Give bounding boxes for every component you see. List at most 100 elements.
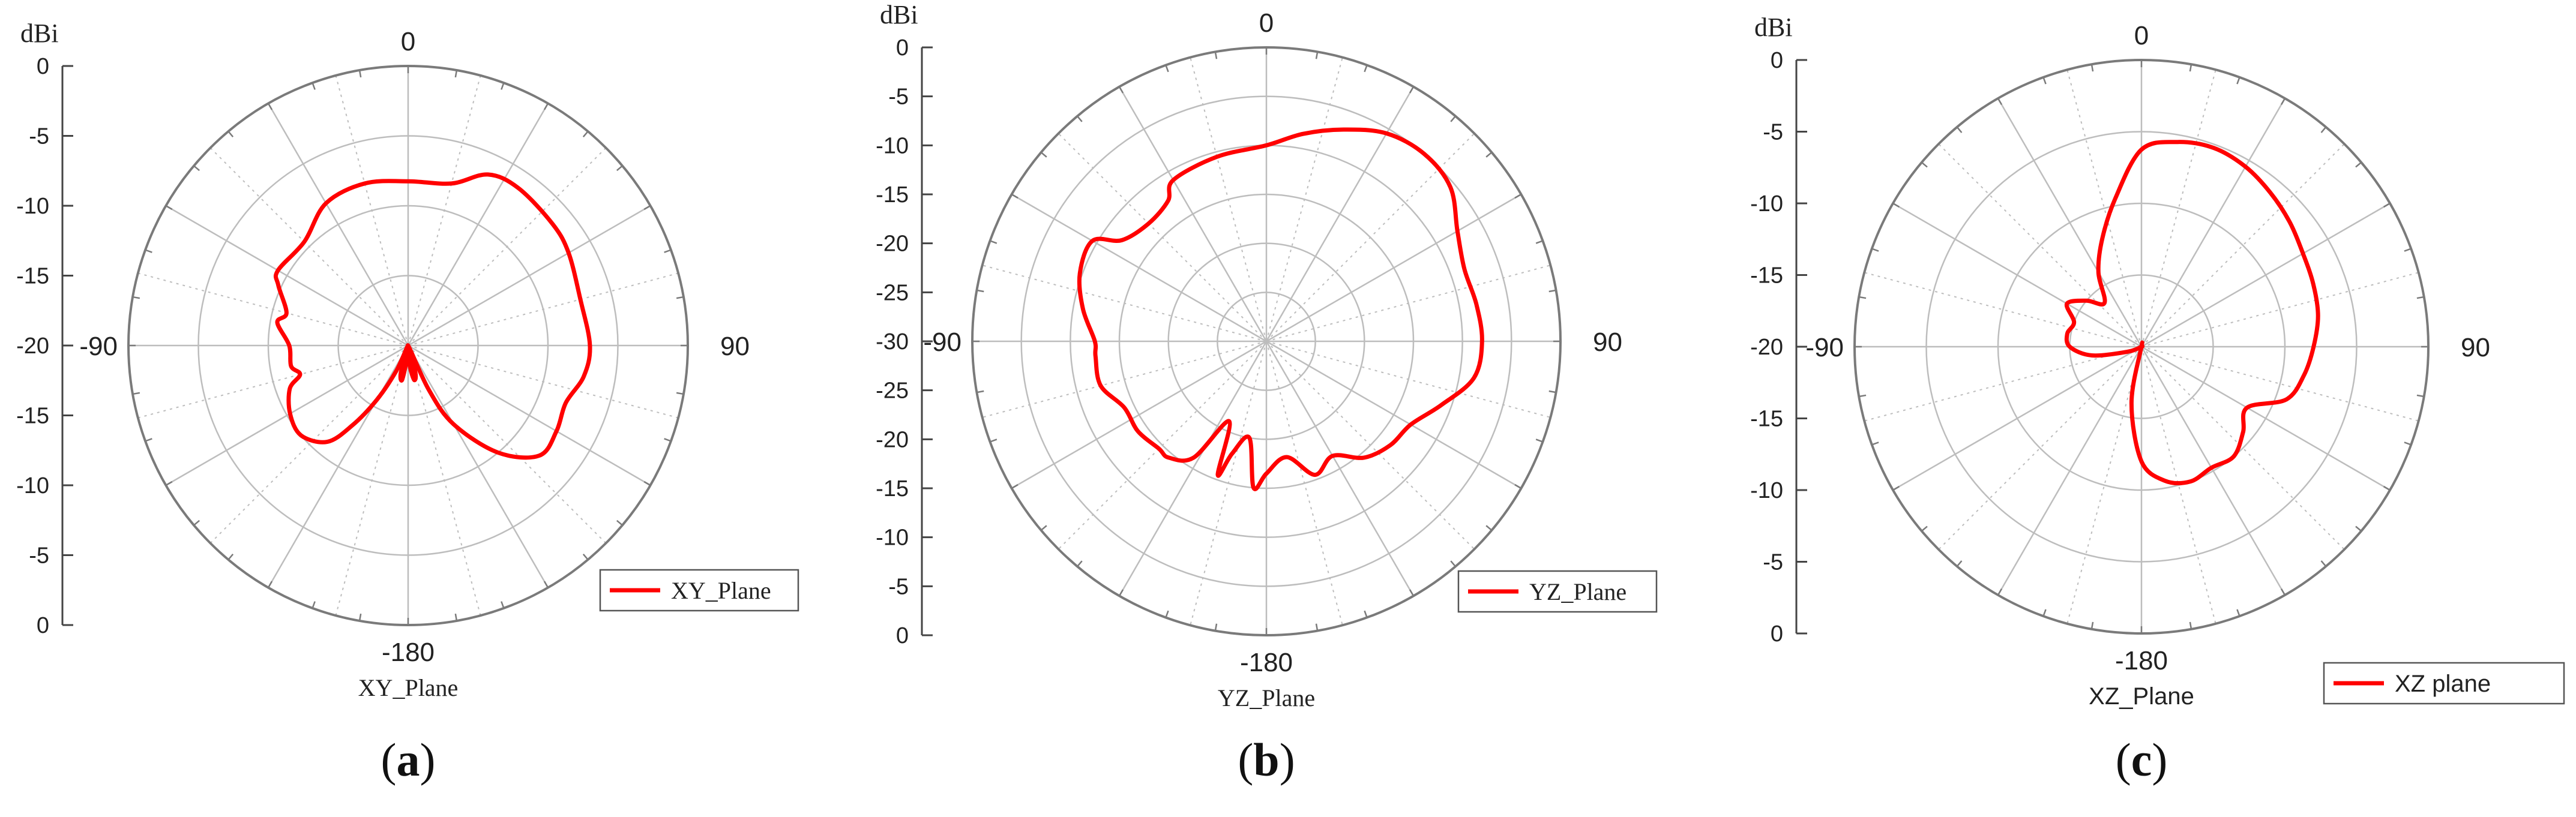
angle-tick	[1892, 485, 1900, 491]
minor-spoke	[2141, 70, 2216, 347]
angle-tick	[2416, 296, 2424, 299]
angle-tick	[977, 390, 984, 394]
angle-tick	[1165, 65, 1169, 73]
radial-tick-label: -15	[16, 264, 49, 289]
panel-label: (a)	[381, 734, 436, 786]
angle-tick	[990, 240, 998, 244]
angle-tick	[2416, 394, 2424, 398]
minor-spoke	[2141, 346, 2345, 550]
angle-tick	[454, 613, 458, 621]
radial-tick-label: -5	[888, 85, 909, 110]
angle-tick	[1956, 560, 1963, 567]
angle-tick	[1450, 115, 1456, 122]
series-line-YZ_Plane	[1077, 127, 1484, 491]
angle-tick	[2280, 588, 2286, 596]
series-line-XZ plane	[2064, 140, 2320, 486]
angle-tick	[1077, 115, 1083, 122]
angle-tick	[2042, 609, 2047, 617]
radial-tick-label: -10	[16, 473, 49, 498]
angle-tick	[1040, 525, 1047, 531]
minor-spoke	[2141, 346, 2216, 624]
radial-tick-label: -10	[1750, 478, 1783, 503]
grid-ring	[1020, 95, 1512, 587]
minor-spoke	[1864, 272, 2142, 347]
radial-tick-label: 0	[37, 54, 49, 79]
angle-tick	[358, 70, 362, 78]
radial-tick-label: -5	[29, 124, 49, 149]
radial-tick-label: -25	[876, 379, 909, 404]
grid-ring	[1167, 242, 1365, 440]
angle-tick	[1485, 152, 1493, 158]
angle-tick	[1514, 483, 1521, 489]
angle-tick	[2280, 98, 2286, 106]
radial-tick-label: 0	[37, 613, 49, 638]
angle-tick	[1409, 589, 1415, 596]
radial-tick-label: -5	[1763, 120, 1783, 145]
angle-tick	[664, 249, 672, 253]
angle-tick	[2236, 77, 2240, 85]
angle-tick	[2189, 64, 2192, 72]
radial-tick-label: -20	[16, 334, 49, 359]
angle-tick	[1040, 152, 1047, 158]
polar-chart-b: 0 -5 -10 -15 -20 -25 -30 -25 -20 -15 -10 -5 0 dBi 0 90 -…	[876, 0, 1658, 786]
radial-tick-label: 0	[896, 35, 909, 61]
angle-tick	[1165, 610, 1169, 618]
angle-tick	[676, 296, 684, 299]
radial-unit-label: dBi	[880, 0, 918, 29]
angle-tick	[1859, 296, 1867, 299]
angle-tick	[2189, 621, 2192, 629]
angle-tick	[990, 438, 998, 443]
radial-tick-label: -10	[876, 525, 909, 551]
grid-ring	[1997, 202, 2286, 491]
angle-label-minus90: -90	[79, 332, 118, 361]
angle-tick	[2320, 127, 2327, 133]
angle-tick	[2355, 161, 2362, 168]
angle-tick	[501, 601, 505, 609]
angle-tick	[193, 165, 200, 172]
radial-tick-label: -5	[1763, 550, 1783, 575]
polar-chart-c: 0 -5 -10 -15 -20 -15 -10 -5 0 dBi 0 90 -180 -90 XZ_Pla…	[1750, 13, 2565, 786]
angle-tick	[582, 131, 589, 138]
axis-xlabel: XY_Plane	[358, 674, 459, 701]
radial-tick-label: 0	[896, 623, 909, 648]
angle-label-180: -180	[2115, 646, 2168, 675]
radial-tick-label: -15	[16, 404, 49, 429]
angle-tick	[616, 165, 623, 172]
angle-tick	[1997, 98, 2003, 106]
angle-tick	[267, 103, 273, 110]
angle-tick	[1315, 623, 1319, 631]
radial-tick-label: -15	[1750, 263, 1783, 289]
angle-tick	[2404, 248, 2412, 252]
angle-tick	[1364, 610, 1368, 618]
angle-tick	[643, 205, 651, 211]
angle-tick	[1118, 86, 1124, 94]
angle-tick	[2383, 485, 2391, 491]
angle-tick	[1485, 525, 1493, 531]
polar-chart-a: 0 -5 -10 -15 -20 -15 -10 -5 0 dBi 0 90 -180 -90 XY_Pla…	[16, 19, 799, 786]
grid-ring	[1217, 292, 1316, 391]
minor-spoke	[2141, 272, 2419, 347]
radial-tick-label: -10	[16, 194, 49, 219]
minor-spoke	[1938, 143, 2142, 347]
angle-tick	[358, 613, 362, 621]
angle-tick	[2383, 202, 2391, 208]
legend-label: XZ plane	[2395, 671, 2491, 697]
series-line-XY_Plane	[273, 172, 592, 460]
radial-tick-label: -20	[876, 232, 909, 257]
angle-tick	[2090, 621, 2094, 629]
angle-tick	[501, 82, 505, 90]
angle-tick	[1859, 394, 1867, 398]
angle-tick	[227, 131, 234, 138]
minor-spoke	[1938, 346, 2142, 550]
angle-label-180: -180	[1240, 648, 1293, 677]
angle-tick	[145, 249, 152, 253]
angle-label-minus90: -90	[1805, 333, 1844, 362]
angle-tick	[193, 519, 200, 526]
angle-tick	[267, 581, 273, 588]
angle-tick	[543, 103, 549, 110]
angle-tick	[1548, 390, 1556, 394]
angle-tick	[1535, 240, 1543, 244]
angle-tick	[1118, 589, 1124, 596]
